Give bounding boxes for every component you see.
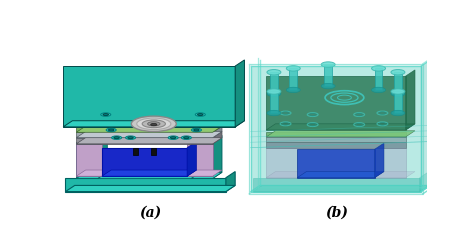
Ellipse shape [109, 129, 114, 131]
Polygon shape [394, 72, 402, 94]
Ellipse shape [267, 89, 281, 94]
Text: (a): (a) [139, 206, 162, 220]
Polygon shape [213, 131, 222, 144]
Ellipse shape [103, 114, 109, 116]
Polygon shape [421, 60, 430, 191]
Ellipse shape [286, 87, 300, 93]
Polygon shape [266, 76, 406, 130]
Polygon shape [253, 186, 429, 191]
Polygon shape [421, 60, 430, 191]
Polygon shape [394, 91, 402, 113]
Polygon shape [213, 121, 222, 132]
Polygon shape [266, 124, 415, 130]
Polygon shape [251, 186, 430, 191]
Ellipse shape [171, 137, 176, 139]
Polygon shape [102, 170, 196, 176]
Ellipse shape [114, 137, 119, 139]
Polygon shape [65, 178, 226, 191]
Ellipse shape [128, 137, 133, 139]
Polygon shape [191, 172, 222, 179]
Ellipse shape [198, 114, 203, 116]
Polygon shape [266, 148, 406, 178]
Ellipse shape [111, 136, 122, 139]
Ellipse shape [168, 136, 178, 139]
Polygon shape [65, 186, 235, 191]
Ellipse shape [100, 113, 111, 116]
Polygon shape [249, 64, 423, 194]
Polygon shape [251, 186, 430, 191]
Polygon shape [266, 142, 406, 148]
Polygon shape [266, 131, 406, 137]
Ellipse shape [286, 66, 300, 71]
Ellipse shape [142, 120, 165, 128]
Polygon shape [251, 66, 421, 191]
Ellipse shape [321, 83, 335, 89]
Ellipse shape [267, 110, 281, 116]
Polygon shape [151, 148, 156, 155]
Ellipse shape [391, 110, 405, 116]
Polygon shape [419, 172, 429, 191]
Polygon shape [226, 172, 235, 191]
Polygon shape [98, 172, 191, 179]
Polygon shape [213, 126, 222, 138]
Polygon shape [266, 172, 415, 178]
Polygon shape [270, 72, 278, 94]
Ellipse shape [131, 116, 176, 131]
Ellipse shape [126, 136, 136, 139]
Polygon shape [270, 91, 278, 113]
Polygon shape [297, 172, 384, 178]
Polygon shape [76, 131, 222, 138]
Polygon shape [324, 64, 332, 86]
Ellipse shape [195, 113, 205, 116]
Ellipse shape [391, 69, 405, 75]
Polygon shape [235, 60, 245, 127]
Polygon shape [374, 68, 383, 90]
Polygon shape [76, 138, 222, 144]
Polygon shape [251, 66, 421, 191]
Polygon shape [187, 144, 213, 176]
Ellipse shape [106, 128, 116, 132]
Ellipse shape [183, 137, 189, 139]
Polygon shape [191, 166, 201, 179]
Polygon shape [102, 148, 187, 176]
Polygon shape [374, 143, 384, 178]
Ellipse shape [372, 66, 385, 71]
Polygon shape [98, 172, 201, 179]
Polygon shape [63, 121, 245, 127]
Ellipse shape [321, 62, 335, 67]
Polygon shape [76, 170, 111, 176]
Ellipse shape [372, 87, 385, 93]
Polygon shape [253, 178, 419, 191]
Polygon shape [187, 141, 196, 176]
Polygon shape [98, 135, 107, 179]
Polygon shape [76, 132, 213, 138]
Polygon shape [191, 141, 213, 179]
Ellipse shape [147, 122, 160, 126]
Ellipse shape [194, 129, 199, 131]
Polygon shape [76, 141, 98, 179]
Ellipse shape [391, 91, 405, 96]
Text: (b): (b) [325, 206, 348, 220]
Polygon shape [133, 148, 138, 155]
Polygon shape [76, 126, 222, 132]
Polygon shape [76, 144, 102, 176]
Polygon shape [266, 131, 415, 137]
Polygon shape [76, 172, 107, 179]
Ellipse shape [151, 124, 157, 126]
Ellipse shape [267, 69, 281, 75]
Polygon shape [406, 70, 415, 130]
Ellipse shape [182, 136, 191, 139]
Ellipse shape [391, 89, 405, 94]
Polygon shape [76, 138, 213, 144]
Ellipse shape [267, 91, 281, 96]
Polygon shape [187, 170, 222, 176]
Polygon shape [76, 127, 213, 132]
Polygon shape [266, 137, 406, 142]
Polygon shape [213, 135, 222, 179]
Ellipse shape [137, 118, 171, 129]
Polygon shape [290, 68, 297, 90]
Polygon shape [63, 66, 235, 127]
Ellipse shape [191, 128, 201, 132]
Polygon shape [297, 149, 374, 178]
